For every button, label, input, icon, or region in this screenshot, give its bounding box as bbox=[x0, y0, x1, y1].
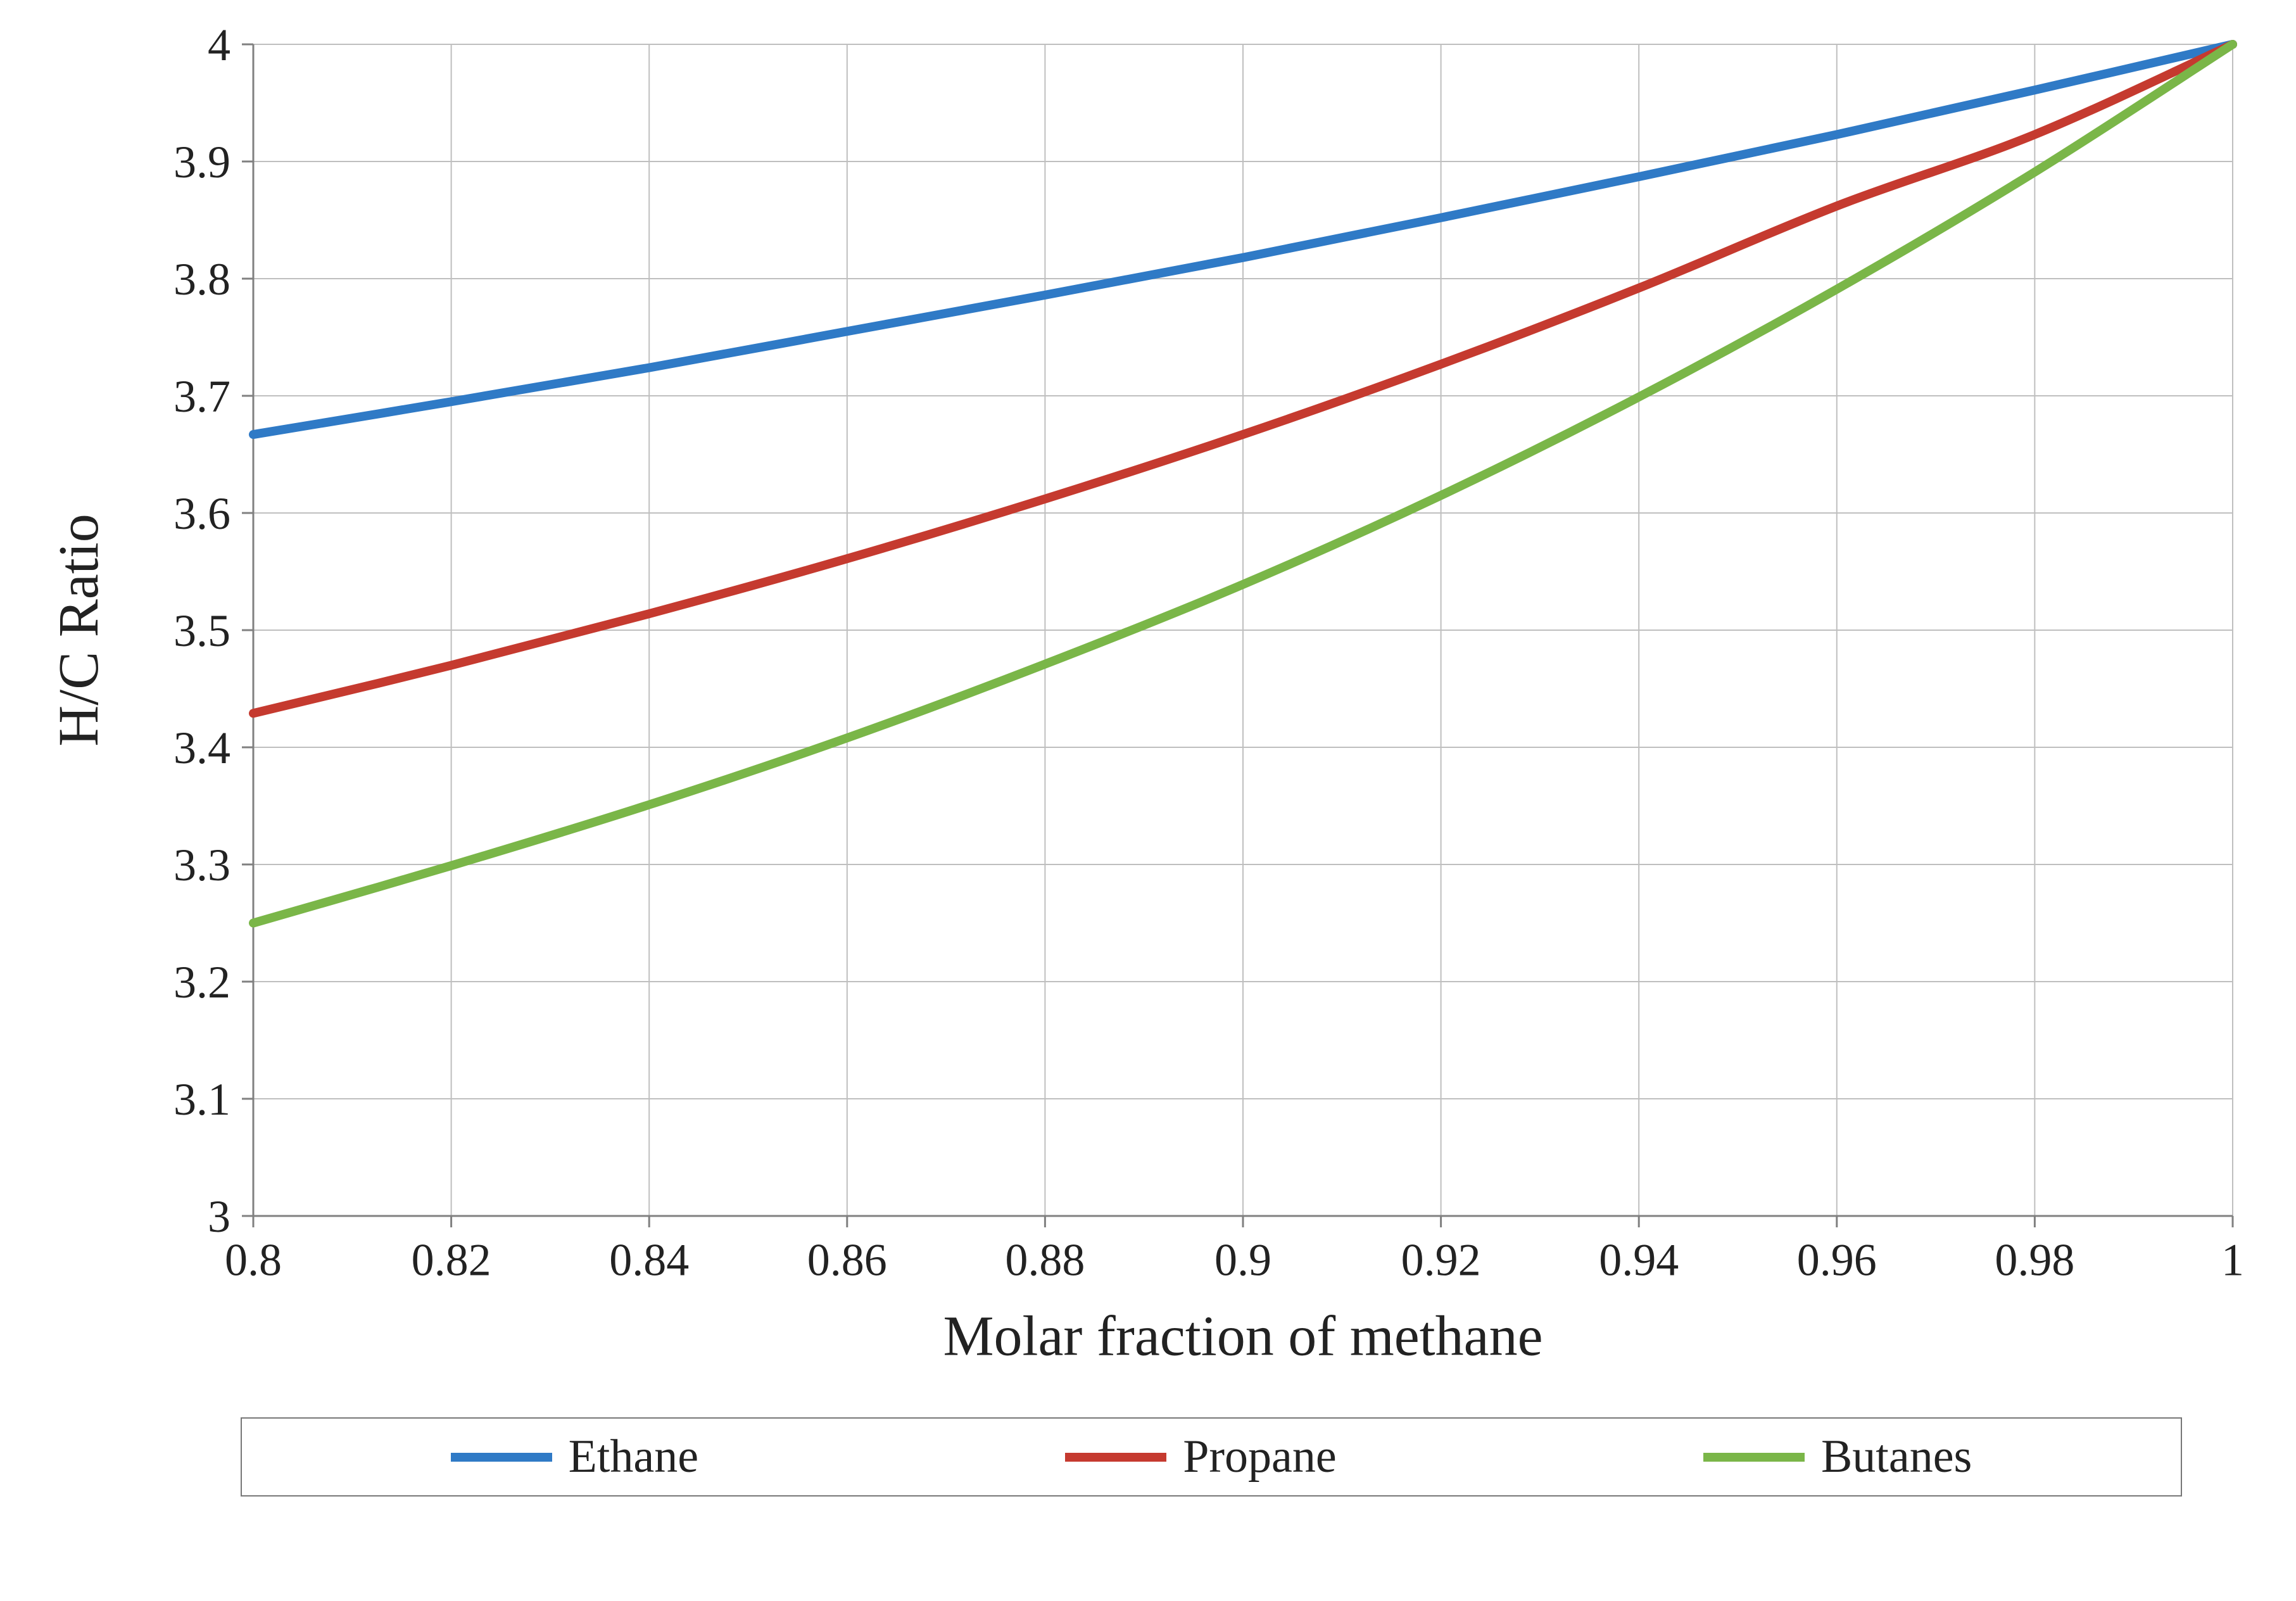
y-tick-label: 3.8 bbox=[173, 254, 230, 305]
legend-label: Butanes bbox=[1821, 1430, 1972, 1484]
x-tick-label: 0.98 bbox=[1995, 1235, 2074, 1286]
y-tick-label: 3.4 bbox=[173, 723, 230, 773]
x-tick-label: 0.96 bbox=[1797, 1235, 1877, 1286]
x-tick-label: 0.88 bbox=[1005, 1235, 1085, 1286]
x-axis-label: Molar fraction of methane bbox=[943, 1305, 1542, 1368]
x-tick-label: 1 bbox=[2221, 1235, 2244, 1286]
legend-swatch bbox=[451, 1453, 552, 1462]
legend-swatch bbox=[1703, 1453, 1805, 1462]
legend: Ethane Propane Butanes bbox=[241, 1417, 2182, 1497]
x-tick-label: 0.94 bbox=[1599, 1235, 1679, 1286]
y-tick-label: 3.2 bbox=[173, 957, 230, 1008]
y-axis-label: H/C Ratio bbox=[47, 514, 110, 747]
y-tick-label: 3.9 bbox=[173, 137, 230, 187]
legend-item-ethane: Ethane bbox=[451, 1430, 698, 1484]
x-tick-label: 0.9 bbox=[1214, 1235, 1271, 1286]
legend-item-butanes: Butanes bbox=[1703, 1430, 1972, 1484]
x-tick-label: 0.84 bbox=[609, 1235, 689, 1286]
x-tick-label: 0.8 bbox=[225, 1235, 282, 1286]
legend-label: Ethane bbox=[569, 1430, 698, 1484]
legend-item-propane: Propane bbox=[1065, 1430, 1337, 1484]
legend-swatch bbox=[1065, 1453, 1166, 1462]
x-tick-label: 0.82 bbox=[412, 1235, 491, 1286]
y-tick-label: 3.1 bbox=[173, 1074, 230, 1125]
y-tick-label: 4 bbox=[208, 25, 230, 70]
x-tick-label: 0.86 bbox=[807, 1235, 887, 1286]
x-tick-label: 0.92 bbox=[1401, 1235, 1481, 1286]
legend-label: Propane bbox=[1183, 1430, 1337, 1484]
y-tick-label: 3.7 bbox=[173, 371, 230, 422]
y-tick-label: 3.5 bbox=[173, 605, 230, 656]
line-chart: 0.8 0.82 0.84 0.86 0.88 0.9 0.92 0.94 0.96 0.98 1 3… bbox=[38, 25, 2258, 1406]
y-tick-label: 3.6 bbox=[173, 488, 230, 539]
y-tick-label: 3.3 bbox=[173, 840, 230, 890]
y-tick-label: 3 bbox=[208, 1191, 230, 1242]
chart-container: 0.8 0.82 0.84 0.86 0.88 0.9 0.92 0.94 0.96 0.98 1 3… bbox=[0, 0, 2296, 1601]
